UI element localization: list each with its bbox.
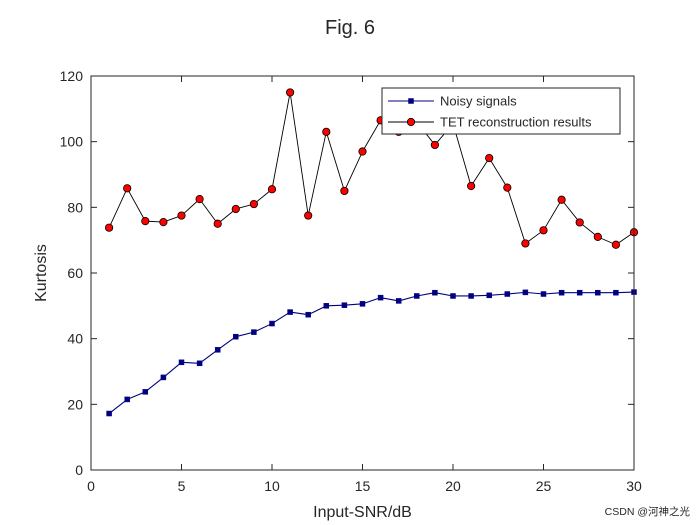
marker-noisy-signals [504,291,511,297]
x-tick-label: 0 [87,478,95,494]
marker-tet-reconstruction [575,218,584,227]
marker-noisy-signals [468,293,474,299]
marker-tet-reconstruction [358,147,367,156]
x-tick-label: 20 [445,478,461,494]
y-tick-label: 40 [67,331,83,347]
marker-tet-reconstruction [521,239,530,248]
series-layer [105,88,639,417]
y-tick-label: 120 [60,68,84,84]
x-axis-label: Input-SNR/dB [313,504,412,521]
marker-noisy-signals [214,347,221,353]
marker-noisy-signals [395,298,402,304]
marker-tet-reconstruction [177,211,186,220]
marker-noisy-signals [377,294,384,301]
x-tick-label: 15 [355,478,371,494]
marker-noisy-signals [540,291,547,297]
legend-box [381,87,621,135]
y-tick-label: 0 [75,462,83,478]
x-tick-label: 30 [626,478,642,494]
legend-marker-tet-reconstruction [406,117,416,127]
series-line-noisy-signals [108,291,635,414]
x-tick-label: 5 [178,478,186,494]
marker-noisy-signals [178,359,185,366]
marker-tet-reconstruction [539,226,548,235]
marker-tet-reconstruction [123,184,132,193]
marker-tet-reconstruction [593,232,602,241]
marker-tet-reconstruction [105,223,114,232]
marker-noisy-signals [359,301,366,307]
marker-noisy-signals [486,292,492,299]
marker-noisy-signals [305,311,311,318]
marker-tet-reconstruction [611,240,621,249]
marker-tet-reconstruction [285,88,295,97]
marker-noisy-signals [323,303,330,309]
chart-title: Fig. 6 [325,17,375,39]
x-tick-label: 10 [264,478,280,494]
marker-tet-reconstruction [249,199,258,209]
legend-label-noisy-signals: Noisy signals [440,94,517,109]
plot-area [91,76,634,470]
marker-noisy-signals [450,293,456,299]
marker-noisy-signals [251,329,257,335]
marker-tet-reconstruction [267,185,277,194]
marker-noisy-signals [558,289,565,296]
marker-tet-reconstruction [557,195,566,204]
marker-tet-reconstruction [159,218,168,227]
marker-noisy-signals [124,396,130,403]
marker-noisy-signals [522,289,529,296]
watermark: CSDN @河神之光 [605,505,691,518]
legend-label-tet-reconstruction: TET reconstruction results [440,115,592,130]
marker-tet-reconstruction [213,219,222,228]
series-tet-reconstruction [105,88,639,249]
marker-noisy-signals [432,289,438,296]
marker-tet-reconstruction [430,140,439,150]
marker-tet-reconstruction [485,153,494,163]
marker-tet-reconstruction [304,211,313,220]
marker-noisy-signals [287,309,293,315]
y-tick-label: 60 [67,265,83,281]
marker-noisy-signals [595,289,601,296]
marker-noisy-signals [196,360,203,367]
marker-tet-reconstruction [141,217,150,226]
y-tick-label: 100 [60,134,84,150]
plot-frame [90,75,635,471]
marker-noisy-signals [613,289,619,296]
marker-tet-reconstruction [195,195,204,204]
y-tick-label: 20 [67,396,83,412]
legend: Noisy signals TET reconstruction results [381,87,621,135]
series-noisy-signals [106,289,637,417]
marker-noisy-signals [414,293,420,299]
y-axis-label: Kurtosis [33,244,50,302]
marker-noisy-signals [106,410,112,417]
marker-tet-reconstruction [340,186,349,196]
marker-noisy-signals [341,302,348,308]
marker-noisy-signals [233,333,239,340]
marker-noisy-signals [160,374,167,381]
y-tick-label: 80 [67,199,83,215]
marker-tet-reconstruction [503,183,512,192]
marker-noisy-signals [142,389,149,395]
marker-tet-reconstruction [231,204,240,214]
marker-tet-reconstruction [322,127,331,136]
legend-marker-noisy-signals [408,98,414,104]
marker-noisy-signals [269,320,275,327]
x-tick-label: 25 [536,478,552,494]
marker-tet-reconstruction [466,181,476,191]
marker-noisy-signals [576,289,583,296]
